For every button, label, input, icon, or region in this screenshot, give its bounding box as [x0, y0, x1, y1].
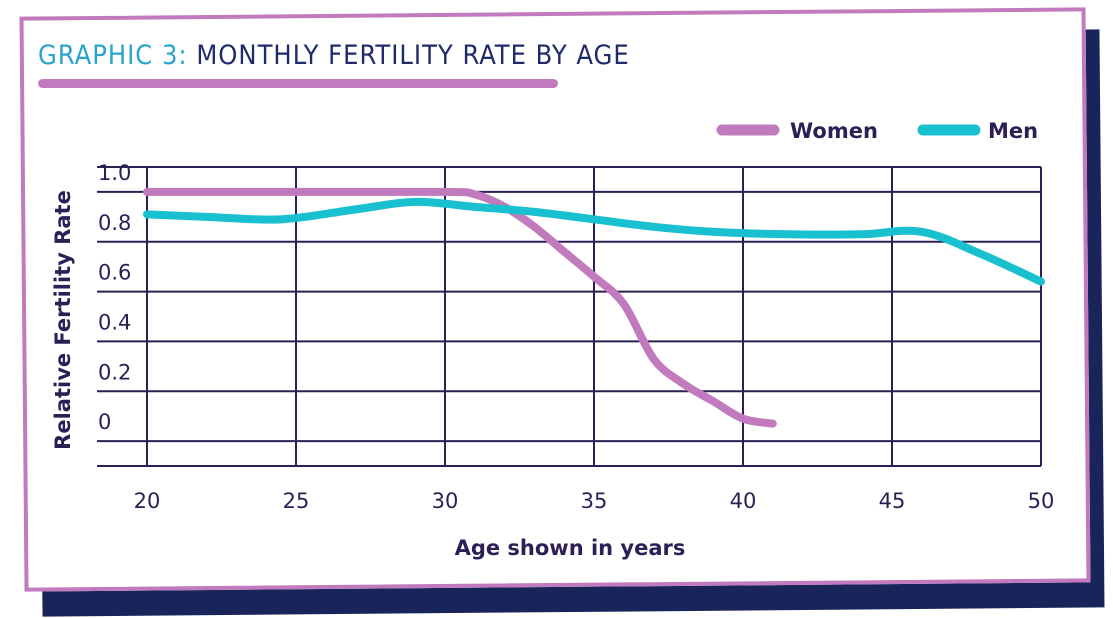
- chart-title-label: GRAPHIC 3:: [38, 40, 188, 71]
- series-line-women: [143, 187, 777, 428]
- y-tick-label: 1.0: [98, 161, 131, 185]
- x-axis-ticks: 20 25 30 35 40 45 50: [134, 489, 1055, 513]
- y-axis-label: Relative Fertility Rate: [51, 190, 75, 450]
- chart-grid: [97, 166, 1042, 467]
- y-axis-ticks: 1.0 0.8 0.6 0.4 0.2 0: [98, 161, 131, 434]
- x-tick-label: 25: [283, 489, 310, 513]
- y-tick-label: 0.2: [98, 360, 131, 384]
- series-line-men: [143, 197, 1045, 286]
- y-tick-label: 0: [98, 410, 111, 434]
- x-tick-label: 50: [1028, 489, 1055, 513]
- y-tick-label: 0.6: [98, 261, 131, 285]
- x-tick-label: 20: [134, 489, 161, 513]
- y-tick-label: 0.8: [98, 211, 131, 235]
- y-tick-label: 0.4: [98, 310, 131, 334]
- legend: Women Men: [716, 119, 1038, 143]
- x-axis-label: Age shown in years: [455, 536, 686, 560]
- title-underline: [38, 79, 558, 88]
- chart-title: GRAPHIC 3: MONTHLY FERTILITY RATE BY AGE: [38, 40, 630, 71]
- legend-men-label: Men: [988, 119, 1038, 143]
- chart-series: [143, 187, 1045, 428]
- chart-title-text: MONTHLY FERTILITY RATE BY AGE: [196, 40, 630, 71]
- x-tick-label: 35: [581, 489, 608, 513]
- x-tick-label: 30: [432, 489, 459, 513]
- legend-women-label: Women: [790, 119, 878, 143]
- x-tick-label: 45: [879, 489, 906, 513]
- x-tick-label: 40: [730, 489, 757, 513]
